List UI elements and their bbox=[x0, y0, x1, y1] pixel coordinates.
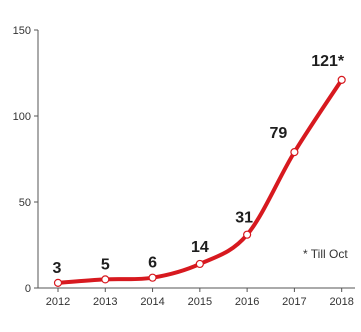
data-point bbox=[148, 273, 157, 282]
data-label: 3 bbox=[53, 260, 62, 277]
x-tick-label: 2018 bbox=[329, 296, 353, 308]
x-tick-label: 2016 bbox=[235, 296, 259, 308]
x-ticks: 2012 2013 2014 2015 2016 2017 2018 bbox=[46, 288, 354, 308]
y-tick-label: 150 bbox=[13, 25, 31, 37]
data-label: 6 bbox=[148, 255, 157, 272]
x-tick-label: 2015 bbox=[188, 296, 212, 308]
data-label: 121* bbox=[311, 53, 345, 70]
data-point bbox=[101, 275, 110, 284]
data-point bbox=[53, 278, 63, 287]
data-point bbox=[337, 75, 346, 84]
data-point bbox=[290, 148, 299, 157]
data-label: 79 bbox=[270, 125, 288, 142]
data-label: 31 bbox=[235, 210, 253, 227]
data-label: 5 bbox=[101, 256, 110, 273]
data-point bbox=[243, 230, 252, 239]
data-point bbox=[195, 259, 204, 269]
x-tick-label: 2017 bbox=[282, 296, 306, 308]
y-tick-label: 50 bbox=[19, 197, 31, 209]
footnote: * Till Oct bbox=[303, 247, 348, 261]
y-tick-label: 100 bbox=[13, 111, 31, 123]
x-tick-label: 2012 bbox=[46, 296, 70, 308]
y-ticks: 0 50 100 150 bbox=[13, 25, 38, 295]
data-label: 14 bbox=[191, 239, 209, 256]
x-tick-label: 2013 bbox=[93, 296, 117, 308]
data-points bbox=[53, 75, 346, 287]
data-labels: 3 5 6 14 31 79 121* bbox=[53, 53, 345, 277]
axes bbox=[37, 30, 355, 289]
y-tick-label: 0 bbox=[25, 283, 31, 295]
x-tick-label: 2014 bbox=[140, 296, 164, 308]
